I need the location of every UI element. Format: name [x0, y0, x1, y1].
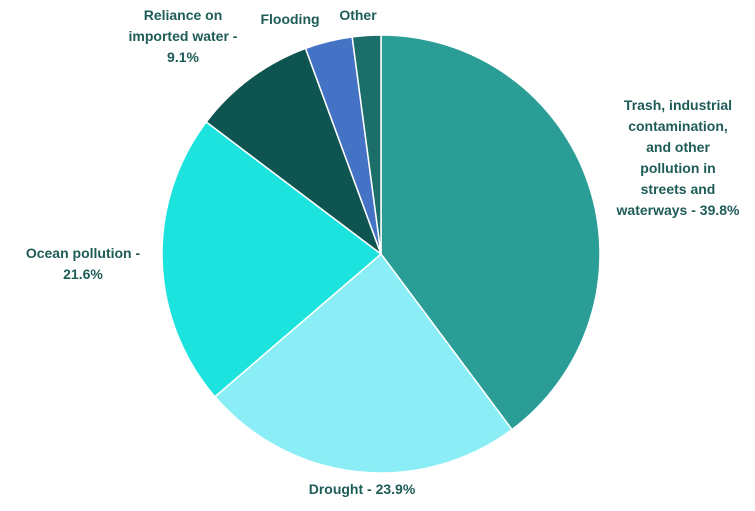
pie-labels: Trash, industrial contamination, and other… [26, 7, 740, 497]
pie-label-line: Ocean pollution - [26, 245, 141, 261]
pie-slice-reliance-on-imported-water [205, 47, 382, 255]
pie-label-other: Other [339, 7, 377, 23]
pie-slice-ocean-pollution [161, 121, 382, 398]
pie-label-line: Reliance on [144, 7, 223, 23]
pie-label-line: 9.1% [167, 49, 199, 65]
pie-label-line: Drought - 23.9% [309, 481, 416, 497]
pie-label-line: streets and [641, 181, 716, 197]
pie-label-line: Trash, industrial [624, 97, 732, 113]
pie-label-line: Other [339, 7, 377, 23]
pie-label-flooding: Flooding [260, 11, 319, 27]
pie-label-line: Flooding [260, 11, 319, 27]
pie-slices [161, 34, 601, 474]
pie-slice-other [351, 34, 382, 255]
pie-label-line: pollution in [640, 160, 715, 176]
pie-label-trash-industrial-contamination-and-other-pollution-in-streets-and-waterways: Trash, industrial contamination, and other… [616, 97, 741, 218]
pie-label-ocean-pollution: Ocean pollution - 21.6% [26, 245, 141, 282]
pie-label-line: and other [646, 139, 710, 155]
pie-label-line: waterways - 39.8% [616, 202, 741, 218]
pie-label-line: contamination, [628, 118, 728, 134]
pie-label-drought: Drought - 23.9% [309, 481, 416, 497]
pie-label-line: imported water - [129, 28, 238, 44]
pie-label-line: 21.6% [63, 266, 103, 282]
pie-label-reliance-on-imported-water: Reliance on imported water - 9.1% [129, 7, 238, 65]
pie-slice-drought [214, 253, 513, 474]
pie-slice-trash-industrial-contamination-and-other-pollution-in-streets-and-waterways [380, 34, 601, 431]
